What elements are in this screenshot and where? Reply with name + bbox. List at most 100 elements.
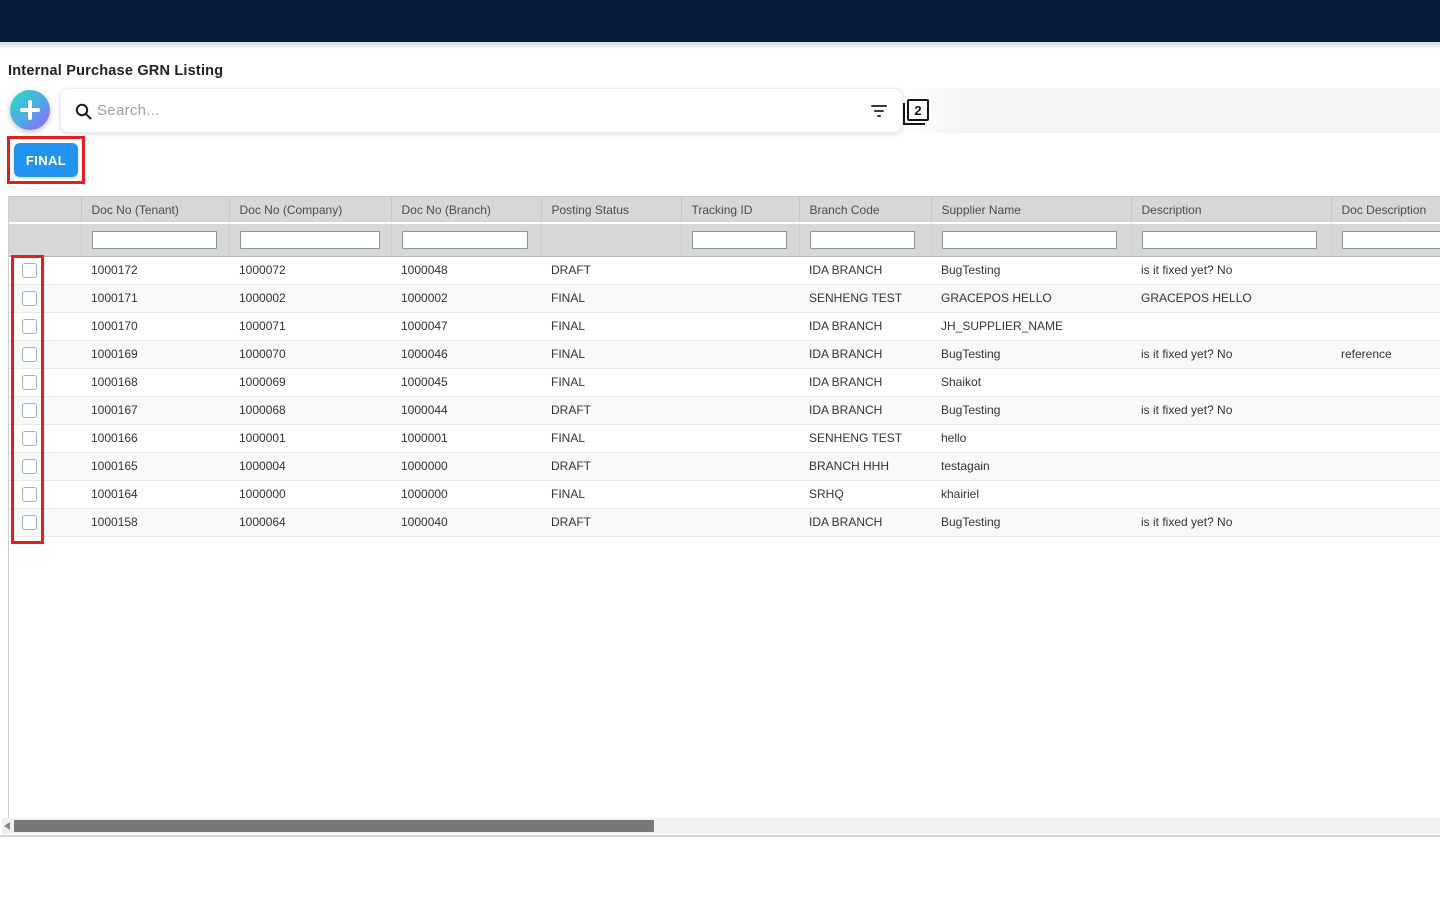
table-row[interactable]: 1000172 1000072 1000048 DRAFT IDA BRANCH BugT… (9, 256, 1440, 285)
cell-posting-status: FINAL (541, 368, 681, 397)
table-row[interactable]: 1000164 1000000 1000000 FINAL SRHQ khairiel (9, 480, 1440, 509)
row-checkbox[interactable] (22, 402, 37, 418)
cell-doc-no-company: 1000004 (229, 452, 391, 481)
cell-branch-code: IDA BRANCH (799, 256, 931, 285)
cell-doc-no-branch: 1000045 (391, 368, 541, 397)
cell-doc-no-tenant: 1000168 (81, 368, 229, 397)
cell-doc-no-company: 1000000 (229, 480, 391, 509)
table-row[interactable]: 1000169 1000070 1000046 FINAL IDA BRANCH BugT… (9, 340, 1440, 369)
cell-supplier-name: JH_SUPPLIER_NAME (931, 312, 1131, 341)
cell-supplier-name: Shaikot (931, 368, 1131, 397)
cell-posting-status: FINAL (541, 424, 681, 453)
cell-posting-status: FINAL (541, 312, 681, 341)
cell-doc-no-branch: 1000044 (391, 396, 541, 425)
filter-input-description[interactable] (1141, 230, 1317, 249)
cell-tracking-id (681, 396, 799, 425)
cell-posting-status: FINAL (541, 480, 681, 509)
column-header-description[interactable]: Description (1130, 197, 1331, 224)
cell-doc-description (1331, 452, 1440, 481)
row-checkbox[interactable] (22, 262, 37, 278)
cell-tracking-id (681, 508, 799, 537)
row-checkbox[interactable] (22, 514, 37, 530)
cell-doc-no-company: 1000064 (229, 508, 391, 537)
filter-input-doc-no-tenant[interactable] (91, 230, 217, 249)
row-select-cell (9, 340, 81, 369)
column-header-supplier-name[interactable]: Supplier Name (930, 197, 1131, 224)
cell-branch-code: SENHENG TEST (799, 424, 931, 453)
row-checkbox[interactable] (22, 374, 37, 390)
cell-branch-code: IDA BRANCH (799, 508, 931, 537)
table-row[interactable]: 1000166 1000001 1000001 FINAL SENHENG TEST he… (9, 424, 1440, 453)
scrollbar-thumb[interactable] (14, 820, 654, 832)
table-row[interactable]: 1000168 1000069 1000045 FINAL IDA BRANCH Shai… (9, 368, 1440, 397)
filter-input-supplier-name[interactable] (941, 230, 1117, 249)
row-checkbox[interactable] (22, 430, 37, 446)
cell-description: is it fixed yet? No (1131, 256, 1331, 285)
filter-cell-tracking-id (680, 223, 799, 257)
table-header-row: Doc No (Tenant) Doc No (Company) Doc No (B… (9, 197, 1440, 224)
column-header-doc-no-branch[interactable]: Doc No (Branch) (390, 197, 541, 224)
column-header-posting-status[interactable]: Posting Status (540, 197, 681, 224)
final-button[interactable]: FINAL (14, 143, 78, 177)
row-checkbox[interactable] (22, 458, 37, 474)
cell-tracking-id (681, 424, 799, 453)
row-checkbox[interactable] (22, 318, 37, 334)
cell-doc-description: reference (1331, 340, 1440, 369)
cell-doc-description (1331, 256, 1440, 285)
row-checkbox[interactable] (22, 486, 37, 502)
cell-branch-code: IDA BRANCH (799, 340, 931, 369)
cell-description: is it fixed yet? No (1131, 396, 1331, 425)
column-header-branch-code[interactable]: Branch Code (798, 197, 931, 224)
cell-posting-status: DRAFT (541, 452, 681, 481)
table-row[interactable]: 1000170 1000071 1000047 FINAL IDA BRANCH JH_S… (9, 312, 1440, 341)
cell-tracking-id (681, 452, 799, 481)
cell-description (1131, 452, 1331, 481)
column-header-doc-no-company[interactable]: Doc No (Company) (228, 197, 391, 224)
page-title: Internal Purchase GRN Listing (8, 63, 224, 79)
filter-input-doc-no-branch[interactable] (401, 230, 528, 249)
table-bottom-border (0, 835, 1440, 837)
search-input[interactable] (97, 90, 657, 131)
filter-cell-supplier-name (930, 223, 1131, 257)
filter-input-tracking-id[interactable] (691, 230, 787, 249)
cell-doc-no-branch: 1000002 (391, 284, 541, 313)
column-header-doc-no-tenant[interactable]: Doc No (Tenant) (80, 197, 229, 224)
filter-input-doc-no-company[interactable] (239, 230, 380, 249)
cell-doc-no-tenant: 1000158 (81, 508, 229, 537)
cell-doc-no-tenant: 1000167 (81, 396, 229, 425)
table-row[interactable]: 1000158 1000064 1000040 DRAFT IDA BRANCH BugT… (9, 508, 1440, 537)
table-row[interactable]: 1000165 1000004 1000000 DRAFT BRANCH HHH test… (9, 452, 1440, 481)
cell-doc-no-tenant: 1000166 (81, 424, 229, 453)
filter-cell-doc-no-tenant (80, 223, 229, 257)
table-row[interactable]: 1000171 1000002 1000002 FINAL SENHENG TEST GR… (9, 284, 1440, 313)
row-checkbox[interactable] (22, 346, 37, 362)
cell-supplier-name: testagain (931, 452, 1131, 481)
search-bar[interactable] (60, 88, 903, 133)
filter-cell-doc-description (1330, 223, 1440, 257)
cell-supplier-name: hello (931, 424, 1131, 453)
cell-doc-no-company: 1000002 (229, 284, 391, 313)
top-navigation-bar (0, 0, 1440, 42)
table-row[interactable]: 1000167 1000068 1000044 DRAFT IDA BRANCH BugT… (9, 396, 1440, 425)
cell-doc-no-branch: 1000046 (391, 340, 541, 369)
cell-branch-code: IDA BRANCH (799, 312, 931, 341)
column-header-doc-description[interactable]: Doc Description (1330, 197, 1440, 224)
filter-input-doc-description[interactable] (1341, 230, 1440, 249)
filter-list-icon[interactable] (870, 103, 888, 119)
row-select-cell (9, 256, 81, 285)
column-header-tracking-id[interactable]: Tracking ID (680, 197, 799, 224)
row-select-cell (9, 396, 81, 425)
cell-description (1131, 312, 1331, 341)
cell-supplier-name: khairiel (931, 480, 1131, 509)
cell-tracking-id (681, 284, 799, 313)
row-select-cell (9, 452, 81, 481)
filter-input-branch-code[interactable] (809, 230, 915, 249)
scroll-left-arrow-icon[interactable] (4, 822, 10, 830)
row-checkbox[interactable] (22, 290, 37, 306)
cell-description (1131, 368, 1331, 397)
add-button[interactable] (10, 90, 50, 130)
column-header-checkbox (9, 197, 81, 224)
cell-doc-description (1331, 284, 1440, 313)
cell-supplier-name: BugTesting (931, 256, 1131, 285)
pages-2-icon[interactable]: 2 (903, 99, 929, 125)
